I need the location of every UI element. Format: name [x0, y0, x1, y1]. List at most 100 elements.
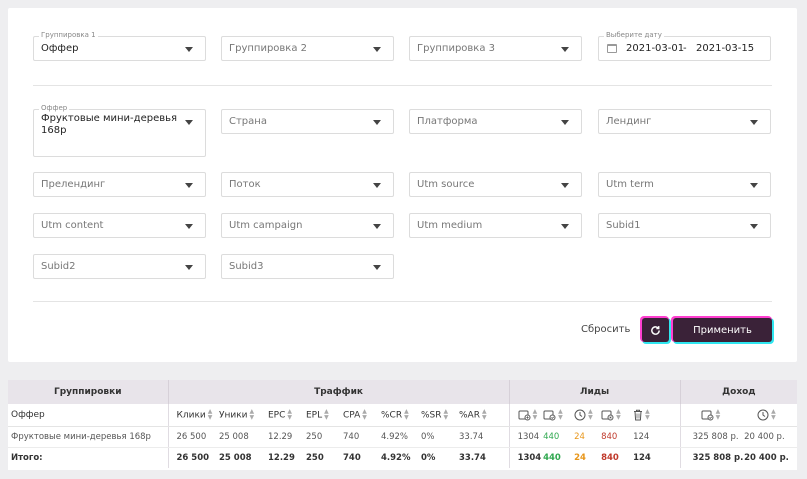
- cell-cr: 4.92%: [381, 452, 411, 463]
- offer-value: Фруктовые мини-деревья 168р: [41, 113, 178, 136]
- calendar-check-icon: [701, 410, 714, 421]
- col-income-hold[interactable]: ▲ ▼: [741, 404, 798, 427]
- subid1-select[interactable]: Subid1: [598, 213, 771, 238]
- date-dash: -: [683, 43, 687, 54]
- col-leads-hold[interactable]: ▲ ▼: [571, 404, 599, 427]
- grouping1-select[interactable]: Группировка 1 Оффер: [33, 31, 206, 61]
- grouping2-value: Группировка 2: [229, 43, 308, 54]
- table-row: Фруктовые мини-деревья 168р 26 500 25 00…: [8, 426, 798, 448]
- stream-select[interactable]: Поток: [221, 172, 394, 197]
- cell-clicks: 26 500: [176, 452, 210, 463]
- col-sr[interactable]: %SR ▲ ▼: [418, 404, 456, 427]
- col-ar[interactable]: %AR ▲ ▼: [456, 404, 510, 427]
- sort-icon: ▲ ▼: [324, 407, 329, 421]
- subid3-select[interactable]: Subid3: [221, 254, 394, 279]
- subid2-value: Subid2: [41, 261, 76, 272]
- sort-icon: ▲ ▼: [362, 407, 367, 421]
- refresh-icon: [651, 325, 660, 335]
- col-offer-label: Оффер: [11, 409, 45, 420]
- grouping3-value: Группировка 3: [417, 43, 496, 54]
- date-to[interactable]: 2021-03-15: [696, 43, 755, 54]
- col-cr[interactable]: %CR ▲ ▼: [378, 404, 418, 427]
- group-header-income: Доход: [680, 380, 798, 404]
- col-ar-label: %AR: [459, 410, 480, 421]
- col-uniques[interactable]: Уники ▲ ▼: [216, 404, 265, 427]
- col-epl-label: EPL: [306, 410, 323, 421]
- chevron-down-icon: [185, 224, 193, 229]
- calendar-x-icon: [601, 410, 614, 421]
- sort-icon: ▲ ▼: [287, 407, 293, 421]
- sort-icon: ▲ ▼: [715, 407, 721, 421]
- cell-leads-total: 1304: [509, 426, 541, 448]
- utm-term-value: Utm term: [606, 179, 654, 190]
- col-leads-approved[interactable]: ▲ ▼: [540, 404, 572, 427]
- col-uniques-label: Уники: [219, 410, 248, 421]
- chevron-down-icon: [373, 265, 381, 270]
- offer-select[interactable]: Оффер Фруктовые мини-деревья 168р: [33, 104, 206, 157]
- cell-ar: 33.74: [456, 447, 510, 468]
- date-range-picker[interactable]: Выберите дату 2021-03-01 - 2021-03-15: [598, 31, 771, 61]
- sort-icon: ▲ ▼: [558, 407, 563, 421]
- cell-leads-approved: 440: [543, 452, 561, 463]
- utm-source-select[interactable]: Utm source: [409, 172, 582, 197]
- platform-value: Платформа: [417, 116, 478, 127]
- col-sr-label: %SR: [421, 410, 442, 421]
- group-header-grouping: Группировки: [8, 380, 169, 404]
- date-from[interactable]: 2021-03-01: [626, 43, 685, 54]
- chevron-down-icon: [561, 183, 569, 188]
- col-epl[interactable]: EPL ▲ ▼: [303, 404, 340, 427]
- sort-icon: ▲ ▼: [645, 407, 650, 421]
- chevron-down-icon: [185, 265, 193, 270]
- sort-icon: ▲ ▼: [207, 407, 213, 421]
- cell-uniques: 25 008: [219, 452, 252, 463]
- group-header-traffic: Траффик: [168, 380, 510, 404]
- cell-epl: 250: [306, 452, 324, 463]
- utm-content-select[interactable]: Utm content: [33, 213, 206, 238]
- chevron-down-icon: [561, 224, 569, 229]
- utm-medium-select[interactable]: Utm medium: [409, 213, 582, 238]
- chevron-down-icon: [750, 120, 758, 125]
- country-select[interactable]: Страна: [221, 109, 394, 134]
- cell-sr: 0%: [418, 426, 456, 448]
- trash-icon: [634, 409, 643, 421]
- utm-term-select[interactable]: Utm term: [598, 172, 771, 197]
- col-leads-total[interactable]: ▲ ▼: [509, 404, 541, 427]
- sort-icon: ▲ ▼: [588, 407, 593, 421]
- divider: [33, 85, 772, 86]
- col-clicks[interactable]: Клики ▲ ▼: [168, 404, 216, 427]
- col-cpa[interactable]: CPA ▲ ▼: [340, 404, 378, 427]
- sort-icon: ▲ ▼: [481, 407, 487, 421]
- col-leads-rejected[interactable]: ▲ ▼: [598, 404, 631, 427]
- refresh-button[interactable]: [642, 318, 669, 342]
- cell-leads-trash: 124: [630, 426, 681, 448]
- chevron-down-icon: [185, 120, 193, 125]
- sort-icon: ▲ ▼: [404, 407, 409, 421]
- utm-campaign-select[interactable]: Utm campaign: [221, 213, 394, 238]
- chevron-down-icon: [373, 183, 381, 188]
- col-epc[interactable]: EPC ▲ ▼: [265, 404, 303, 427]
- chevron-down-icon: [373, 120, 381, 125]
- utm-source-value: Utm source: [417, 179, 475, 190]
- calendar-icon: [607, 44, 617, 53]
- subid2-select[interactable]: Subid2: [33, 254, 206, 279]
- calendar-check-icon: [543, 410, 556, 421]
- reset-button[interactable]: Сбросить: [581, 324, 631, 335]
- col-cpa-label: CPA: [343, 410, 361, 421]
- chevron-down-icon: [750, 224, 758, 229]
- col-cr-label: %CR: [381, 410, 403, 421]
- cell-leads-rejected: 840: [598, 426, 631, 448]
- landing-select[interactable]: Лендинг: [598, 109, 771, 134]
- col-clicks-label: Клики: [176, 410, 206, 421]
- chevron-down-icon: [185, 183, 193, 188]
- grouping3-select[interactable]: Группировка 3: [409, 36, 582, 61]
- cell-epc: 12.29: [268, 452, 295, 463]
- apply-button[interactable]: Применить: [673, 318, 772, 342]
- col-leads-trash[interactable]: ▲ ▼: [630, 404, 681, 427]
- cell-name: Фруктовые мини-деревья 168р: [8, 426, 169, 448]
- filters-panel: Группировка 1 Оффер Группировка 2 Группи…: [8, 8, 797, 362]
- col-income-approved[interactable]: ▲ ▼: [680, 404, 742, 427]
- chevron-down-icon: [373, 47, 381, 52]
- grouping2-select[interactable]: Группировка 2: [221, 36, 394, 61]
- prelanding-select[interactable]: Прелендинг: [33, 172, 206, 197]
- platform-select[interactable]: Платформа: [409, 109, 582, 134]
